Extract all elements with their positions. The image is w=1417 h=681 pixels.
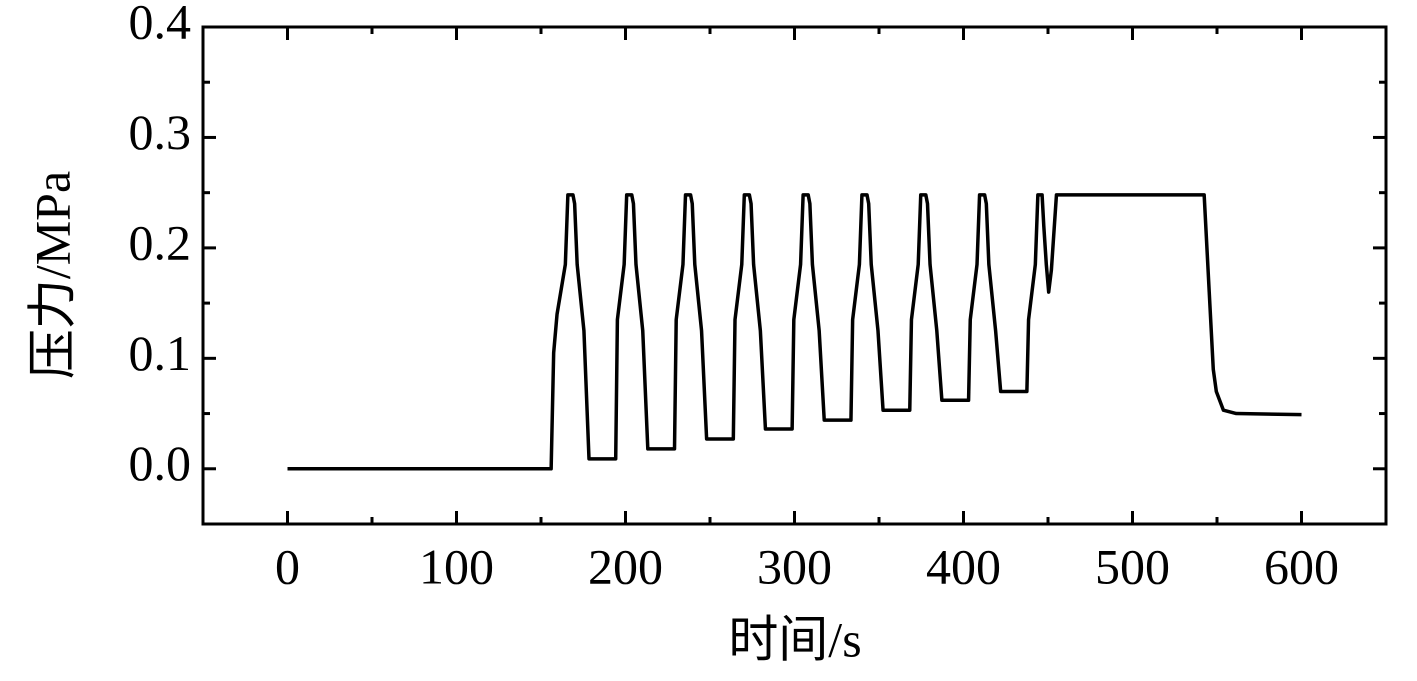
y-tick-label: 0.3: [129, 104, 192, 160]
x-tick-label: 600: [1264, 538, 1339, 594]
x-tick-label: 0: [275, 538, 300, 594]
plot-frame: [201, 25, 1388, 526]
x-tick-label: 300: [757, 538, 832, 594]
y-tick-label: 0.2: [129, 214, 192, 270]
x-axis-label: 时间/s: [728, 611, 861, 667]
x-tick-label: 500: [1095, 538, 1170, 594]
y-tick-label: 0.4: [129, 0, 192, 49]
x-tick-label: 100: [419, 538, 494, 594]
x-tick-label: 400: [926, 538, 1001, 594]
x-tick-label: 200: [588, 538, 663, 594]
y-tick-label: 0.1: [129, 325, 192, 381]
y-axis-label: 压力/MPa: [24, 171, 80, 379]
y-tick-label: 0.0: [129, 435, 192, 491]
data-line: [287, 193, 1302, 471]
